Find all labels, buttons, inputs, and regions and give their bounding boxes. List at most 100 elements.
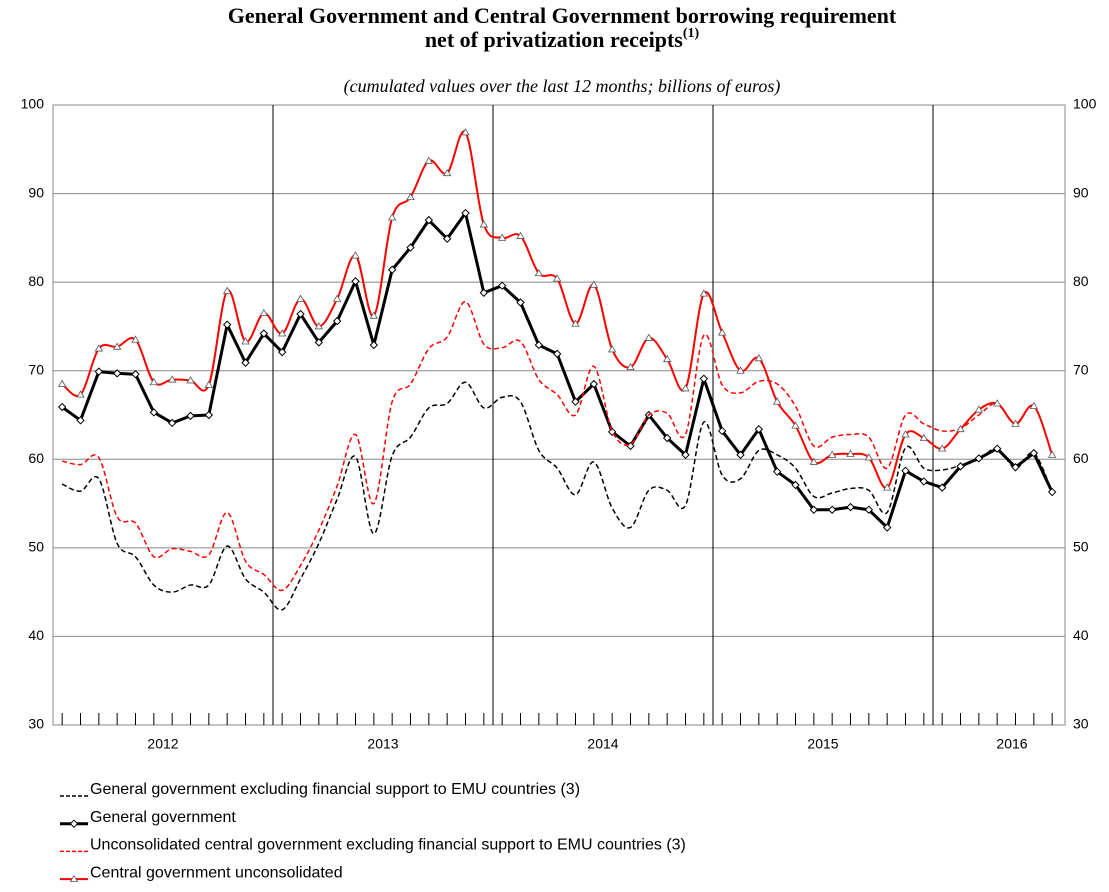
y2-tick-label: 40 xyxy=(1073,627,1089,643)
y-tick-label: 50 xyxy=(28,539,44,555)
marker xyxy=(516,298,525,307)
marker xyxy=(241,337,250,345)
y-tick-label: 40 xyxy=(28,627,44,643)
y-tick-label: 90 xyxy=(28,184,44,200)
series-line xyxy=(61,381,1053,611)
marker xyxy=(1011,463,1020,472)
marker xyxy=(809,505,819,514)
marker xyxy=(644,333,654,341)
marker xyxy=(406,192,415,201)
marker xyxy=(571,397,580,406)
x-tick-label: 2015 xyxy=(807,736,838,752)
series-line xyxy=(61,300,1053,592)
chart-title: net of privatization receipts(1) xyxy=(425,26,700,52)
legend-label: Central government unconsolidated xyxy=(90,864,343,881)
marker xyxy=(901,466,910,476)
marker xyxy=(552,349,562,359)
marker xyxy=(1029,448,1039,458)
marker xyxy=(846,449,855,457)
marker xyxy=(424,215,434,225)
marker xyxy=(992,444,1002,453)
marker xyxy=(57,379,67,387)
marker xyxy=(919,477,929,486)
marker xyxy=(406,243,415,252)
marker xyxy=(736,366,745,374)
y2-tick-label: 90 xyxy=(1073,184,1089,200)
marker xyxy=(791,480,800,490)
marker xyxy=(351,277,360,286)
marker xyxy=(131,370,140,379)
marker xyxy=(314,322,324,330)
marker xyxy=(937,444,947,452)
legend-label: General government excluding financial s… xyxy=(90,781,580,798)
marker xyxy=(296,309,305,319)
marker xyxy=(956,462,965,471)
marker xyxy=(552,274,562,282)
marker xyxy=(204,410,214,420)
marker xyxy=(589,280,599,288)
marker xyxy=(626,362,635,371)
y2-tick-label: 100 xyxy=(1073,96,1097,112)
marker xyxy=(864,453,874,461)
marker xyxy=(369,340,379,350)
marker xyxy=(809,457,819,465)
marker xyxy=(956,424,965,433)
marker xyxy=(296,294,305,302)
marker xyxy=(479,220,489,228)
marker xyxy=(699,374,709,383)
chart-subtitle: (cumulated values over the last 12 month… xyxy=(344,76,781,97)
marker xyxy=(112,369,122,378)
x-tick-label: 2013 xyxy=(367,736,398,752)
x-tick-label: 2016 xyxy=(996,736,1027,752)
legend-label: General government xyxy=(90,809,236,826)
y2-tick-label: 50 xyxy=(1073,539,1089,555)
marker xyxy=(351,251,360,259)
y-tick-label: 80 xyxy=(28,273,44,289)
y2-tick-label: 60 xyxy=(1073,450,1089,466)
marker xyxy=(332,316,342,326)
marker xyxy=(882,483,892,491)
marker xyxy=(149,377,159,386)
marker xyxy=(369,311,379,319)
marker xyxy=(241,358,250,367)
marker xyxy=(1047,450,1057,458)
marker xyxy=(76,390,85,398)
legend-label: Unconsolidated central government exclud… xyxy=(90,837,686,854)
marker xyxy=(754,354,764,362)
marker xyxy=(992,399,1002,407)
marker xyxy=(69,874,79,882)
marker xyxy=(479,288,489,297)
title-line: net of privatization receipts xyxy=(425,27,683,52)
marker xyxy=(681,384,690,392)
marker xyxy=(186,376,195,384)
marker xyxy=(607,427,617,437)
marker xyxy=(607,345,617,353)
marker xyxy=(919,433,929,441)
marker xyxy=(589,379,599,389)
marker xyxy=(1047,487,1057,497)
marker xyxy=(277,329,287,337)
marker xyxy=(277,347,287,357)
marker xyxy=(424,156,434,164)
marker xyxy=(222,320,232,329)
marker xyxy=(827,450,837,458)
marker xyxy=(497,233,507,241)
y2-tick-label: 30 xyxy=(1073,716,1089,732)
marker xyxy=(69,819,79,828)
marker xyxy=(717,426,727,436)
marker xyxy=(461,128,470,136)
marker xyxy=(1029,401,1039,410)
marker xyxy=(534,340,544,350)
y2-tick-label: 70 xyxy=(1073,361,1089,377)
y2-tick-label: 80 xyxy=(1073,273,1089,289)
x-tick-label: 2012 xyxy=(147,736,178,752)
marker xyxy=(76,416,85,425)
x-tick-label: 2014 xyxy=(587,736,618,752)
marker xyxy=(314,338,324,347)
marker xyxy=(827,505,837,514)
marker xyxy=(791,421,800,429)
marker xyxy=(1011,419,1020,427)
marker xyxy=(516,231,525,239)
marker xyxy=(259,308,269,317)
